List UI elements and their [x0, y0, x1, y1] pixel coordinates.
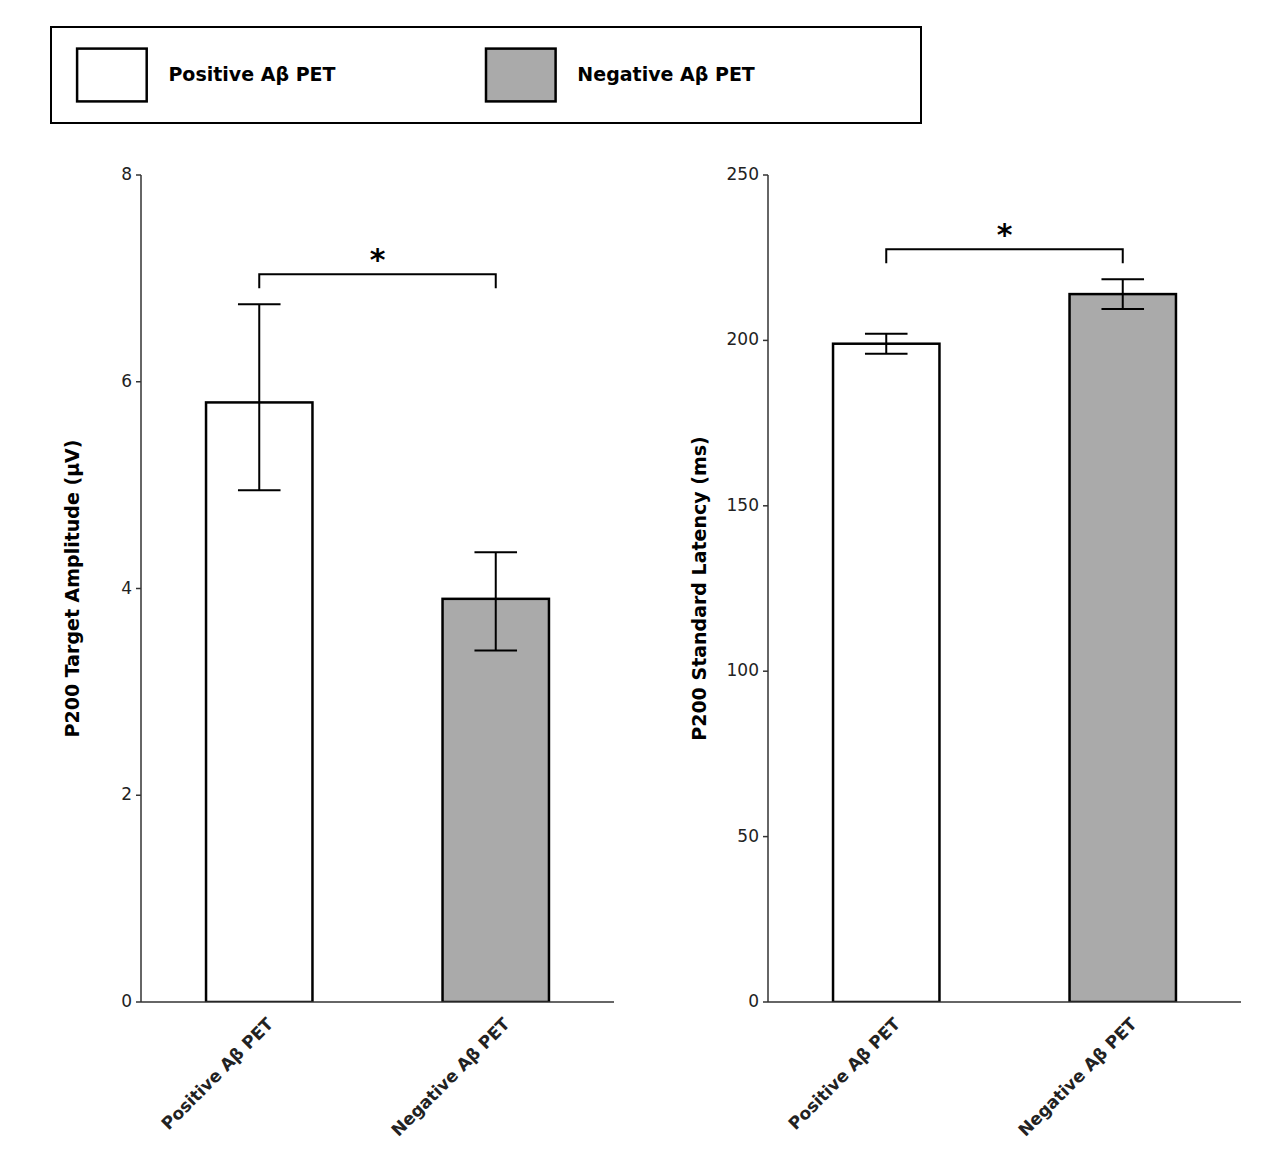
legend-label: Positive Aβ PET: [168, 63, 335, 85]
significance-marker: *: [997, 217, 1013, 252]
significance-marker: *: [370, 242, 386, 277]
y-tick: [136, 174, 141, 176]
y-tick-label: 200: [727, 329, 759, 349]
y-tick: [136, 1001, 141, 1003]
legend-swatch: [486, 49, 556, 102]
error-bar: [474, 552, 517, 650]
y-tick-label: 8: [121, 164, 132, 184]
y-axis-label: P200 Standard Latency (ms): [688, 436, 710, 740]
x-axis-line: [768, 1001, 1241, 1003]
y-tick-label: 250: [727, 164, 759, 184]
x-tick-label: Negative Aβ PET: [387, 1013, 514, 1140]
x-tick-label: Positive Aβ PET: [784, 1013, 904, 1133]
error-bar-path: [238, 304, 281, 490]
bar: [1070, 294, 1176, 1002]
x-tick-label: Positive Aβ PET: [157, 1013, 277, 1133]
y-tick: [763, 340, 768, 342]
y-tick-label: 0: [748, 991, 759, 1011]
bar: [206, 402, 312, 1002]
y-axis-label: P200 Target Amplitude (μV): [61, 440, 83, 738]
error-bar: [238, 304, 281, 490]
legend-frame: [51, 27, 921, 123]
marks: [833, 279, 1176, 1002]
y-tick: [136, 588, 141, 590]
y-tick-label: 150: [727, 495, 759, 515]
y-axis-line: [767, 175, 769, 1002]
error-bar-path: [474, 552, 517, 650]
x-axis-line: [141, 1001, 614, 1003]
y-tick: [763, 836, 768, 838]
y-tick-label: 50: [737, 826, 759, 846]
legend-label: Negative Aβ PET: [577, 63, 755, 85]
y-tick: [763, 505, 768, 507]
y-tick-label: 100: [727, 660, 759, 680]
error-bar-path: [865, 334, 908, 354]
figure: Positive Aβ PET Negative Aβ PET 0 2 4 6 8 Posit…: [0, 0, 1280, 1165]
y-tick: [763, 670, 768, 672]
y-tick-label: 2: [121, 784, 132, 804]
error-bar: [1101, 279, 1144, 309]
error-bar-path: [1101, 279, 1144, 309]
y-tick-label: 0: [121, 991, 132, 1011]
panel: 0 2 4 6 8 Positive Aβ PET Negative Aβ PET P200 …: [61, 164, 614, 1140]
y-tick: [136, 795, 141, 797]
x-tick-label: Negative Aβ PET: [1014, 1013, 1141, 1140]
y-tick-label: 4: [121, 578, 132, 598]
y-tick: [763, 174, 768, 176]
marks: [206, 304, 549, 1002]
legend-swatch: [77, 49, 147, 102]
y-tick: [136, 381, 141, 383]
y-tick: [763, 1001, 768, 1003]
bar: [443, 599, 549, 1002]
panel: 0 50 100 150 200 250 Positive Aβ PET Negative A…: [688, 164, 1241, 1140]
error-bar: [865, 334, 908, 354]
legend: Positive Aβ PET Negative Aβ PET: [51, 27, 921, 123]
y-tick-label: 6: [121, 371, 132, 391]
bar: [833, 344, 939, 1002]
